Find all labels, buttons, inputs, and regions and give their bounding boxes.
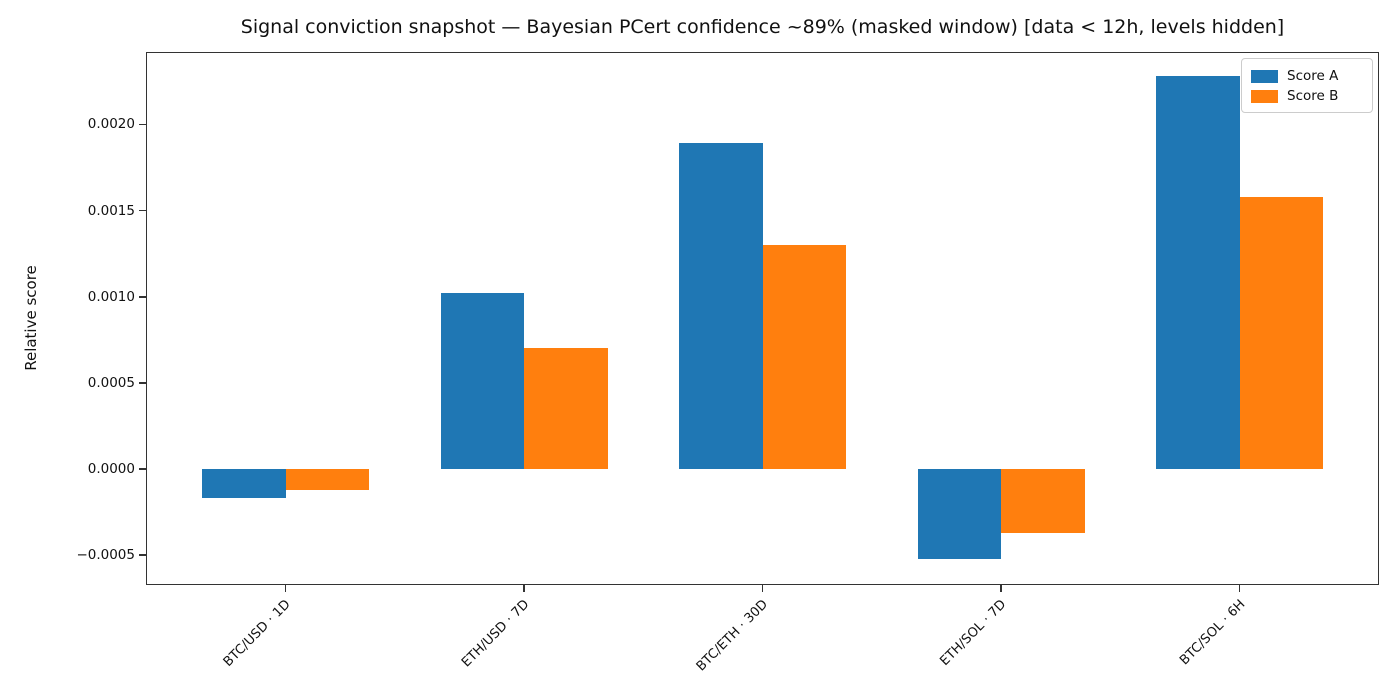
y-tick-mark: [139, 123, 146, 126]
y-tick-mark: [139, 295, 146, 298]
bar-score-a-0: [202, 469, 286, 499]
bar-score-b-1: [524, 348, 608, 469]
y-tick-mark: [139, 209, 146, 212]
legend-entry: Score B: [1251, 86, 1363, 106]
x-tick-label: BTC/SOL · 6H: [1176, 597, 1249, 669]
bar-score-a-3: [917, 469, 1001, 559]
bar-score-a-2: [679, 143, 763, 469]
y-tick-mark: [139, 554, 146, 556]
bar-score-a-4: [1156, 76, 1240, 469]
y-tick-label: 0.0015: [87, 202, 135, 219]
x-tick-label: ETH/USD · 7D: [459, 597, 533, 671]
y-tick-label: 0.0010: [87, 288, 135, 305]
bar-score-a-1: [440, 293, 524, 470]
y-axis-label: Relative score: [22, 265, 40, 371]
y-tick-label: 0.0020: [87, 116, 135, 133]
x-tick-mark: [523, 585, 525, 592]
legend-swatch-icon: [1251, 69, 1278, 83]
x-tick-mark: [761, 585, 764, 592]
x-tick-mark: [1000, 585, 1002, 592]
bar-score-b-4: [1239, 196, 1323, 470]
legend-entry: Score A: [1251, 66, 1363, 86]
y-tick-label: 0.0000: [87, 461, 135, 477]
bar-score-b-2: [762, 245, 846, 469]
y-tick-mark: [139, 468, 146, 470]
bar-score-b-3: [1001, 469, 1085, 533]
x-tick-label: ETH/SOL · 7D: [937, 597, 1010, 669]
x-tick-label: BTC/ETH · 30D: [693, 597, 772, 675]
x-tick-mark: [284, 585, 287, 592]
x-tick-mark: [1238, 585, 1241, 592]
bar-score-b-0: [285, 469, 369, 490]
x-tick-label: BTC/USD · 1D: [221, 597, 295, 670]
y-tick-mark: [139, 382, 146, 384]
legend-label: Score B: [1287, 88, 1339, 104]
y-tick-label: 0.0005: [87, 374, 135, 391]
chart-title: Signal conviction snapshot — Bayesian PC…: [240, 16, 1285, 38]
legend-label: Score A: [1287, 68, 1339, 84]
legend-swatch-icon: [1251, 89, 1278, 103]
legend: Score A Score B: [1241, 58, 1373, 113]
y-tick-label: −0.0005: [76, 547, 135, 564]
